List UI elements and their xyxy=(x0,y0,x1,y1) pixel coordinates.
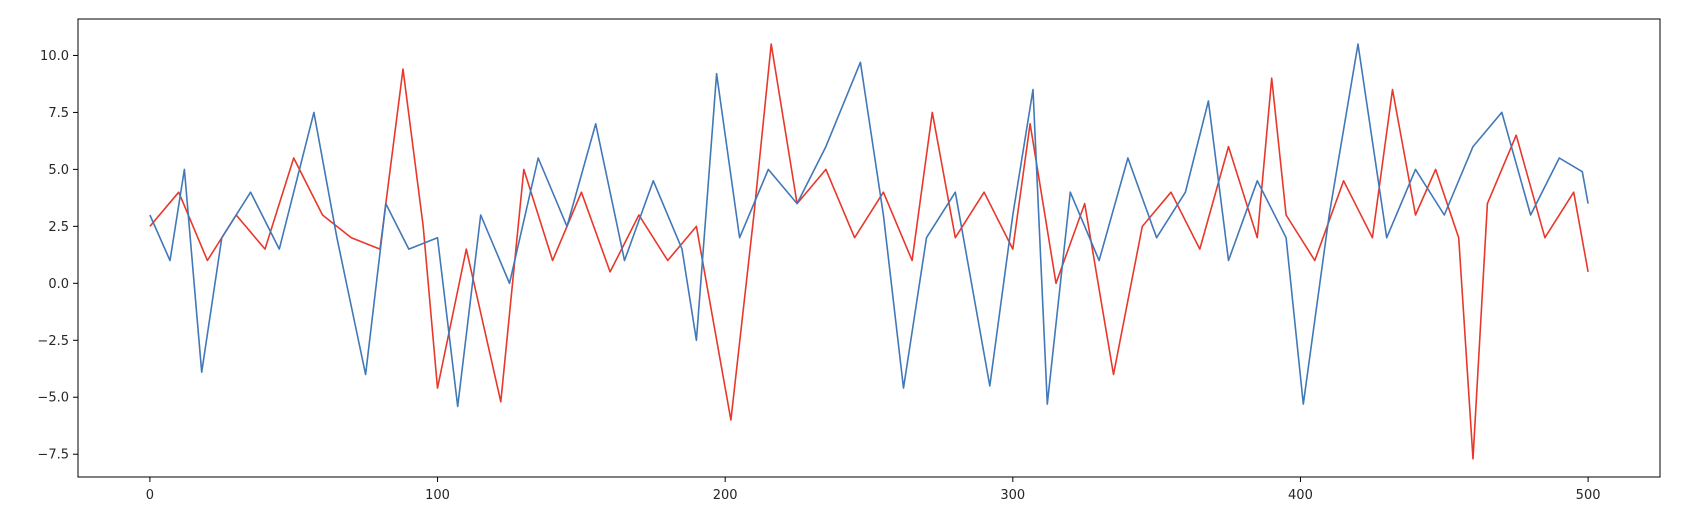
y-tick-label: −2.5 xyxy=(37,334,69,349)
y-tick-label: 7.5 xyxy=(48,106,69,121)
y-tick-label: −5.0 xyxy=(37,391,69,406)
x-tick-label: 300 xyxy=(1000,488,1025,503)
x-axis: 0 100 200 300 400 500 xyxy=(146,477,1601,503)
y-tick-label: 5.0 xyxy=(48,163,69,178)
y-tick-label: 10.0 xyxy=(40,49,69,64)
y-tick-label: −7.5 xyxy=(37,448,69,463)
x-tick-label: 500 xyxy=(1576,488,1601,503)
x-tick-label: 200 xyxy=(713,488,738,503)
x-tick-label: 100 xyxy=(425,488,450,503)
x-tick-label: 0 xyxy=(146,488,154,503)
plot-area-frame xyxy=(77,18,1661,478)
y-tick-label: 2.5 xyxy=(48,220,69,235)
x-tick-label: 400 xyxy=(1288,488,1313,503)
series-line-1 xyxy=(149,43,1589,460)
series-layer xyxy=(149,43,1589,460)
series-line-2 xyxy=(149,43,1589,408)
y-axis: −7.5 −5.0 −2.5 0.0 2.5 5.0 7.5 10.0 xyxy=(37,49,78,463)
y-tick-label: 0.0 xyxy=(48,277,69,292)
